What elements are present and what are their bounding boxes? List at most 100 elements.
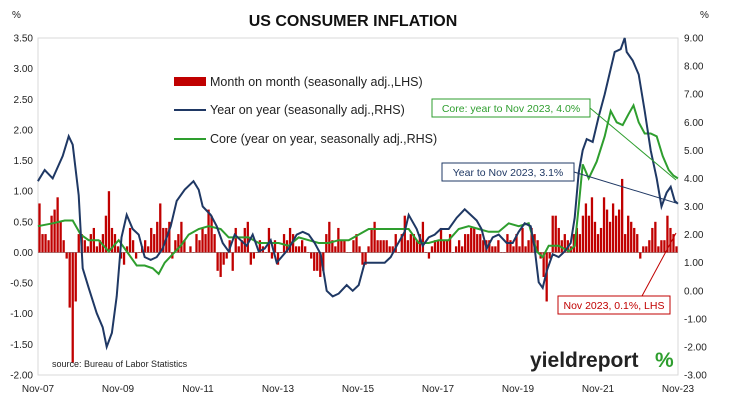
mom-bar (518, 246, 521, 253)
mom-bar (554, 215, 557, 253)
mom-bar (147, 246, 150, 253)
x-tick-label: Nov-07 (22, 384, 55, 395)
mom-bar (243, 227, 246, 253)
mom-bar (355, 234, 358, 253)
mom-bar (134, 252, 138, 259)
mom-bar (367, 246, 370, 253)
mom-bar (358, 246, 361, 253)
mom-bar (488, 240, 491, 253)
left-tick-label: 1.00 (14, 187, 34, 198)
right-axis-unit: % (700, 10, 709, 21)
mom-bar (563, 234, 566, 253)
legend-label-yoy: Year on year (seasonally adj.,RHS) (210, 103, 405, 117)
right-tick-label: 0.00 (684, 286, 704, 297)
right-axis: 9.00 8.00 7.00 6.00 5.00 4.00 3.00 2.00 1.00 0.00… (684, 34, 707, 382)
mom-bar (666, 215, 669, 253)
mom-bar (50, 215, 53, 253)
mom-bar (590, 197, 594, 253)
mom-bar (445, 240, 449, 253)
annotation-yoy-leader (573, 171, 677, 204)
mom-bar (645, 246, 648, 253)
mom-bar (473, 227, 476, 253)
mom-bar (183, 240, 186, 253)
mom-bar (373, 221, 376, 253)
mom-bar (159, 203, 162, 253)
mom-bar (128, 227, 132, 253)
mom-bar (74, 252, 77, 302)
x-tick-label: Nov-17 (422, 384, 455, 395)
mom-bar (391, 246, 394, 253)
right-tick-label: 1.00 (684, 258, 704, 269)
mom-bar (207, 209, 210, 253)
mom-bar (476, 234, 479, 253)
mom-bar (388, 246, 391, 253)
mom-bar (542, 252, 545, 277)
mom-bar (433, 240, 437, 253)
right-tick-label: 4.00 (684, 174, 704, 185)
left-axis-unit: % (12, 10, 21, 21)
right-tick-label: 9.00 (684, 34, 704, 45)
mom-bar (400, 234, 403, 253)
mom-bar (551, 215, 554, 253)
right-tick-label: 6.00 (684, 118, 704, 129)
mom-bar (364, 252, 367, 265)
mom-bar (457, 240, 461, 253)
legend-label-core: Core (year on year, seasonally adj.,RHS) (210, 132, 437, 146)
mom-bar (195, 234, 198, 253)
mom-bar (41, 234, 44, 253)
mom-bar (201, 227, 204, 253)
mom-bar (421, 221, 425, 253)
mom-bar (611, 203, 615, 253)
mom-bar (288, 227, 292, 253)
mom-bar (467, 234, 470, 253)
mom-bar (545, 252, 548, 302)
mom-bar (515, 234, 518, 253)
mom-bar (144, 240, 147, 253)
logo: yieldreport % (530, 349, 674, 372)
left-tick-label: 1.50 (14, 156, 34, 167)
mom-bar (213, 234, 216, 253)
legend-label-mom: Month on month (seasonally adj.,LHS) (210, 75, 423, 89)
mom-bar (602, 197, 606, 253)
mom-bar (219, 252, 222, 277)
mom-bar (557, 227, 560, 253)
mom-bar (258, 240, 262, 253)
left-tick-label: 2.00 (14, 125, 34, 136)
mom-bar (575, 227, 579, 253)
mom-bar (509, 240, 512, 253)
mom-bar (672, 234, 675, 253)
left-tick-label: 3.00 (14, 64, 34, 75)
annotation-yoy: Year to Nov 2023, 3.1% (441, 162, 677, 204)
x-axis: Nov-07 Nov-09 Nov-11 Nov-13 Nov-15 Nov-17 Nov-… (22, 384, 695, 395)
annotation-mom-text: Nov 2023, 0.1%, LHS (564, 300, 665, 312)
mom-bar (95, 246, 99, 253)
mom-bar (630, 221, 633, 253)
chart-title: US CONSUMER INFLATION (249, 13, 458, 30)
mom-bar (494, 246, 497, 253)
mom-bar (675, 246, 678, 253)
left-tick-label: -1.50 (10, 340, 33, 351)
mom-bar (370, 227, 373, 253)
left-tick-label: 2.50 (14, 95, 34, 106)
mom-bar (310, 252, 313, 259)
mom-bar (448, 234, 452, 253)
mom-bar (59, 221, 62, 253)
mom-bar (189, 246, 192, 253)
mom-bar (527, 240, 530, 253)
mom-bar (436, 240, 440, 253)
mom-bar (536, 240, 539, 253)
right-tick-label: -1.00 (684, 314, 707, 325)
mom-bar (53, 209, 56, 253)
mom-bar (617, 209, 621, 253)
annotation-core-text: Core: year to Nov 2023, 4.0% (442, 103, 580, 115)
mom-bar (430, 246, 434, 253)
mom-bar (512, 246, 515, 253)
mom-bar (660, 240, 663, 253)
mom-bar (125, 246, 129, 253)
right-tick-label: 5.00 (684, 146, 704, 157)
mom-bar (584, 203, 588, 253)
mom-bar (578, 234, 582, 253)
mom-bar (177, 234, 180, 253)
annotation-core-leader (589, 107, 677, 181)
